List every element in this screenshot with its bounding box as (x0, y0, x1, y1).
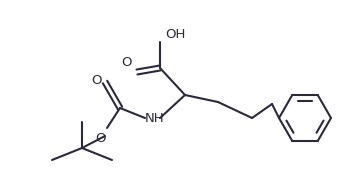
Text: O: O (95, 132, 105, 145)
Text: NH: NH (145, 112, 165, 125)
Text: OH: OH (165, 29, 185, 42)
Text: O: O (92, 74, 102, 87)
Text: O: O (122, 56, 132, 68)
